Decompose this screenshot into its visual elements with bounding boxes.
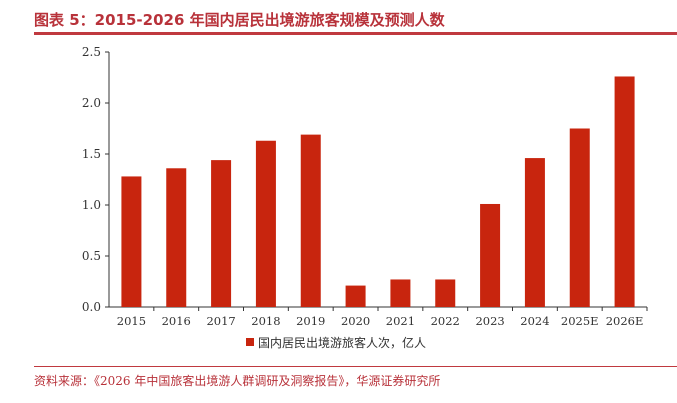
y-tick-label: 1.5	[82, 147, 101, 161]
bar-chart: 0.0 0.5 1.0 1.5 2.0 2.5 2015 2016 2017 2018 2019 20…	[82, 45, 648, 350]
x-tick-label: 2022	[431, 314, 460, 328]
y-tick-label: 2.0	[82, 96, 101, 110]
chart-title: 图表 5：2015-2026 年国内居民出境游旅客规模及预测人数	[34, 11, 445, 29]
x-tick-label: 2016	[162, 314, 191, 328]
x-tick-label: 2017	[206, 314, 235, 328]
bar-2021	[390, 279, 411, 307]
bar-2015	[121, 176, 142, 307]
x-tick-label: 2021	[386, 314, 415, 328]
bar-2020	[345, 285, 366, 307]
bar-2022	[435, 279, 456, 307]
y-tick-label: 1.0	[82, 198, 101, 212]
x-tick-label: 2020	[341, 314, 370, 328]
bar-2024	[524, 158, 545, 307]
x-tick-label: 2015	[117, 314, 146, 328]
bar-2017	[211, 160, 232, 307]
legend-swatch	[246, 338, 254, 346]
x-tick-label: 2023	[475, 314, 504, 328]
bar-2018	[255, 140, 276, 307]
x-tick-label: 2018	[251, 314, 280, 328]
y-tick-label: 0.5	[82, 249, 101, 263]
bar-2025E	[569, 128, 590, 307]
x-tick-label: 2025E	[561, 314, 599, 328]
footer-divider	[34, 366, 677, 367]
bar-2026E	[614, 76, 635, 307]
y-tick-label: 0.0	[82, 300, 101, 314]
bar-2019	[300, 134, 321, 307]
x-tick-label: 2026E	[606, 314, 644, 328]
title-divider	[34, 32, 677, 35]
legend-label: 国内居民出境游旅客人次，亿人	[258, 335, 426, 350]
bar-2016	[166, 168, 187, 307]
y-tick-label: 2.5	[82, 45, 101, 59]
source-note: 资料来源：《2026 年中国旅客出境游人群调研及洞察报告》，华源证券研究所	[34, 374, 441, 388]
x-tick-label: 2019	[296, 314, 325, 328]
x-tick-label: 2024	[520, 314, 549, 328]
bar-2023	[480, 203, 501, 307]
